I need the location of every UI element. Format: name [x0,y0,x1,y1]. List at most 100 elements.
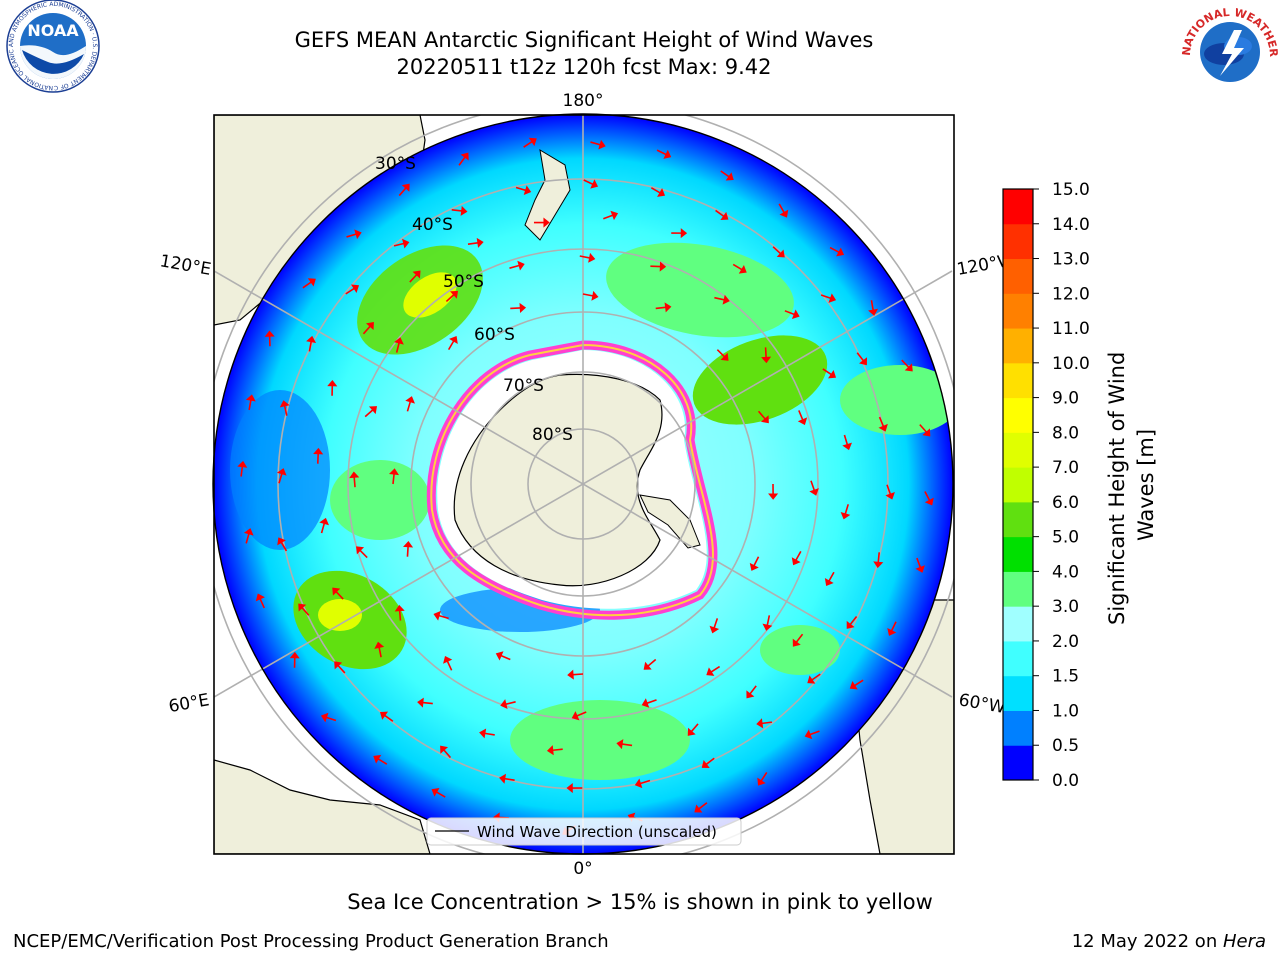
wind-wave-arrow [283,405,288,416]
colorbar-tick-label: 12.0 [1052,284,1090,304]
colorbar-tick-label: 7.0 [1052,458,1079,478]
colorbar-ticks: 0.0 0.5 1.0 1.5 2.0 3.0 4.0 5.0 6.0 7.0 8.0 9.0 10.0… [1033,180,1090,791]
wind-wave-arrow-head [828,293,837,303]
colorbar-segment [1003,606,1033,642]
colorbar-tick-label: 0.5 [1052,736,1079,756]
colorbar-label-line1: Significant Height of Wind [1105,352,1129,625]
colorbar-tick-label: 6.0 [1052,493,1079,513]
wind-wave-arrow [393,242,404,247]
wind-wave-arrow [916,557,922,568]
africa-land [214,759,431,854]
wind-wave-arrow-head [495,651,504,661]
footer-date: 12 May 2022 on Hera [1072,931,1266,952]
wind-wave-arrow-head [824,578,834,587]
map-legend-label: Wind Wave Direction (unscaled) [477,823,717,841]
wind-wave-arrow-head [706,667,715,676]
wind-wave-arrow [760,772,768,782]
wind-wave-arrow [784,310,795,316]
wind-wave-arrow-head [725,172,734,181]
wind-wave-arrow-head [394,337,404,345]
colorbar [1003,189,1033,781]
wind-wave-arrow-head [749,562,759,571]
wind-wave-arrow [757,410,766,420]
colorbar-segment [1003,640,1033,677]
wind-wave-arrow-head [319,517,329,526]
wind-wave-arrow-head [804,729,813,740]
wind-wave-arrow [395,342,400,353]
chart-subtitle: 20220511 t12z 120h fcst Max: 9.42 [396,55,772,79]
wind-wave-arrow [505,701,516,705]
colorbar-segment [1003,223,1033,260]
wind-wave-arrow-head [440,745,449,754]
lat-label-30s: 30°S [375,154,416,174]
wind-wave-arrow-head [276,468,287,476]
colorbar-tick-label: 1.5 [1052,667,1079,687]
footer-date-text: 12 May 2022 on [1071,931,1223,952]
wind-wave-arrow [705,757,715,765]
wind-wave-arrow [346,233,357,238]
colorbar-label-line2: Waves [m] [1134,429,1158,541]
wind-wave-arrow-head [332,587,341,596]
wind-wave-arrow-head [401,183,410,192]
wind-wave-arrow-head [351,284,360,293]
wind-wave-arrow [467,242,478,245]
lon-label-0: 0° [573,859,592,879]
wind-wave-arrow-head [327,379,338,387]
wind-wave-arrow [320,523,326,534]
wind-wave-arrow [843,434,849,445]
wind-wave-arrow-head [859,357,868,366]
wind-wave-arrow-head [499,773,507,784]
wind-wave-arrow-head [590,179,599,189]
wind-wave-arrow-head [402,238,410,249]
wind-wave-arrow [890,621,897,632]
wind-wave-arrow-head [634,778,643,789]
wind-wave-arrow [335,591,344,600]
wind-wave-arrow [523,140,533,148]
wind-wave-arrow [446,660,453,671]
wind-wave-arrow-head [873,561,884,569]
wind-wave-arrow-head [760,415,769,424]
wind-wave-arrow-head [598,139,606,150]
wind-wave-arrow-head [412,270,421,279]
lon-label-180: 180° [563,91,604,111]
wind-wave-arrow-head [797,417,808,426]
wind-wave-arrow-head [887,628,897,636]
wind-wave-arrow [778,203,785,213]
wind-wave-arrow-head [264,330,275,337]
wind-wave-arrow [582,293,593,297]
wind-wave-arrow [308,341,312,352]
wind-wave-arrow [622,743,633,747]
wind-wave-arrow-head [768,493,779,500]
wind-wave-arrow-head [616,739,624,750]
wind-wave-arrow [772,246,782,255]
wind-wave-arrow-head [779,209,789,218]
colorbar-segment [1003,397,1033,433]
wind-wave-arrow [353,477,356,488]
colorbar-tick-label: 3.0 [1052,597,1079,617]
wind-wave-arrow [384,714,394,722]
wind-wave-arrow-head [659,261,667,272]
colorbar-segment [1003,467,1033,503]
wind-wave-arrow [245,533,250,544]
wind-wave-arrow-head [450,290,459,299]
wind-wave-arrow-head [431,787,440,797]
wind-wave-arrow-head [528,137,537,147]
wind-wave-arrow [447,340,455,351]
wind-wave-arrow [603,214,613,220]
wind-wave-arrow [795,633,804,643]
wind-wave-arrow [854,679,864,687]
wind-wave-arrow [451,208,462,212]
wind-wave-arrow-head [449,335,458,344]
wind-wave-arrow [716,349,725,358]
wind-wave-arrow-head [546,745,554,756]
wind-wave-arrow [301,607,310,616]
colorbar-segment [1003,293,1033,329]
noaa-text: NOAA [27,21,79,40]
wind-wave-arrow-head [709,625,720,634]
wind-wave-arrow [583,179,594,185]
wind-wave-arrow [392,473,395,485]
wind-wave-arrow-head [433,610,441,621]
wind-wave-arrow [809,730,820,736]
wind-wave-arrow [849,616,858,625]
colorbar-segment [1003,501,1033,538]
